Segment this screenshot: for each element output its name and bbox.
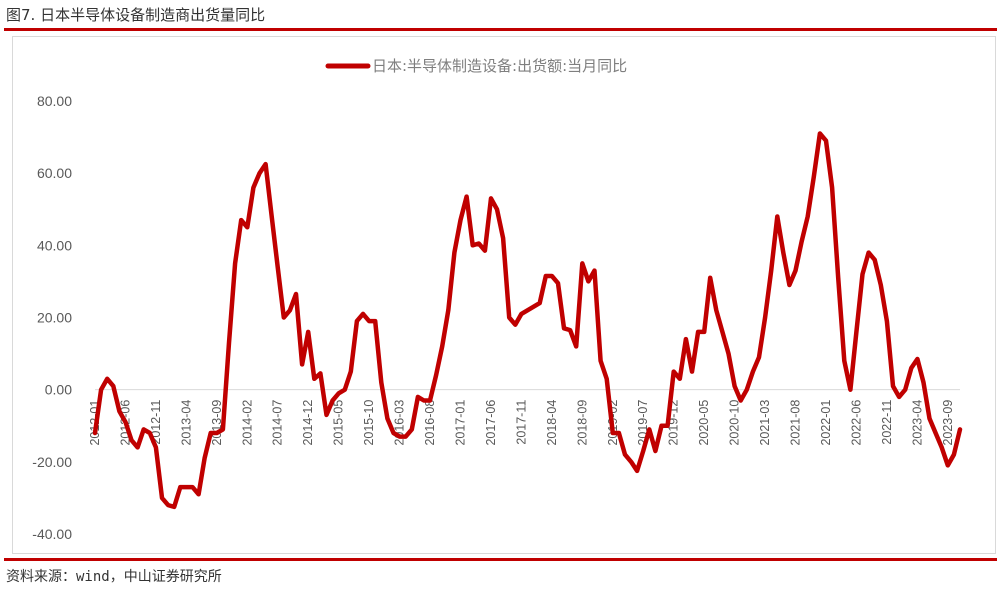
x-tick-label: 2017-01 xyxy=(453,400,467,446)
y-tick-label: -20.00 xyxy=(32,454,72,470)
x-tick-label: 2014-07 xyxy=(271,400,285,446)
x-tick-label: 2018-04 xyxy=(545,400,559,446)
x-tick-label: 2022-01 xyxy=(819,400,833,446)
x-tick-label: 2021-08 xyxy=(789,400,803,446)
x-tick-label: 2014-12 xyxy=(301,400,315,446)
x-tick-label: 2016-08 xyxy=(423,400,437,446)
y-tick-label: 60.00 xyxy=(37,165,72,181)
x-tick-label: 2018-09 xyxy=(575,400,589,446)
x-tick-label: 2015-10 xyxy=(362,400,376,446)
x-tick-label: 2020-10 xyxy=(728,400,742,446)
x-tick-label: 2021-03 xyxy=(758,400,772,446)
chart-frame xyxy=(12,36,996,554)
y-tick-label: 40.00 xyxy=(37,237,72,253)
figure-title: 图7. 日本半导体设备制造商出货量同比 xyxy=(6,6,266,24)
top-rule xyxy=(4,28,997,31)
x-tick-label: 2014-02 xyxy=(240,400,254,446)
x-tick-label: 2022-06 xyxy=(849,400,863,446)
y-tick-label: -40.00 xyxy=(32,526,72,542)
bottom-rule xyxy=(4,558,997,561)
series-line xyxy=(92,131,963,510)
y-tick-label: 20.00 xyxy=(37,310,72,326)
x-tick-label: 2015-05 xyxy=(332,400,346,446)
x-tick-label: 2022-11 xyxy=(880,400,894,445)
x-tick-label: 2020-05 xyxy=(697,400,711,446)
source-note: 资料来源：wind，中山证券研究所 xyxy=(6,569,222,585)
y-tick-label: 80.00 xyxy=(37,93,72,109)
x-tick-label: 2017-11 xyxy=(514,400,528,445)
x-tick-label: 2012-11 xyxy=(149,400,163,445)
legend-label: 日本:半导体制造设备:出货额:当月同比 xyxy=(372,57,627,75)
x-tick-label: 2023-09 xyxy=(941,400,955,446)
y-tick-label: 0.00 xyxy=(45,382,72,398)
x-tick-label: 2023-04 xyxy=(910,400,924,446)
x-tick-label: 2013-04 xyxy=(179,400,193,446)
x-tick-label: 2017-06 xyxy=(484,400,498,446)
